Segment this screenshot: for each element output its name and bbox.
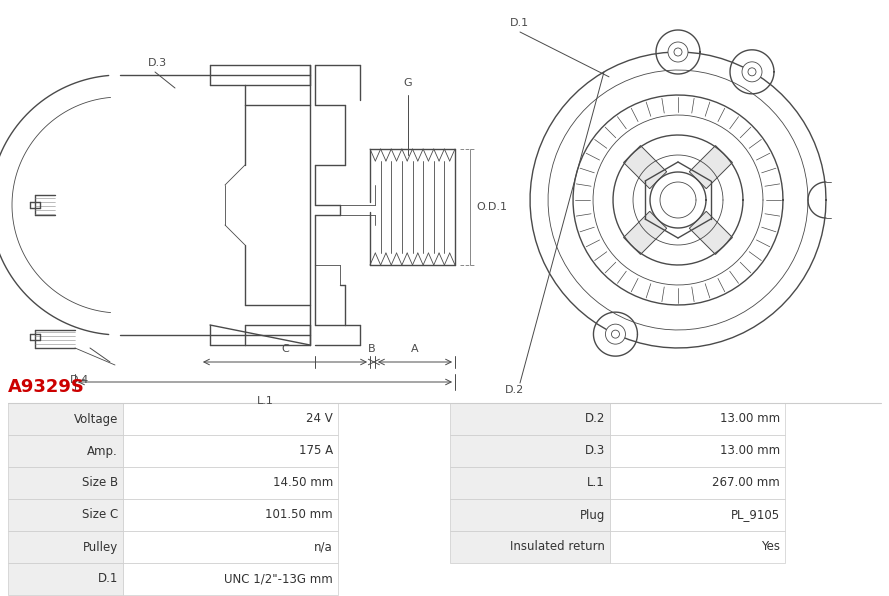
Text: L.1: L.1: [257, 396, 274, 406]
Text: Pulley: Pulley: [83, 541, 118, 554]
Text: 13.00 mm: 13.00 mm: [720, 445, 780, 458]
Text: Insulated return: Insulated return: [510, 541, 605, 554]
Text: PL_9105: PL_9105: [731, 508, 780, 522]
Text: 101.50 mm: 101.50 mm: [266, 508, 333, 522]
Text: Voltage: Voltage: [74, 412, 118, 426]
Text: 267.00 mm: 267.00 mm: [712, 476, 780, 489]
Bar: [610, 403, 785, 435]
Text: D.4: D.4: [70, 375, 89, 385]
Polygon shape: [689, 145, 733, 189]
Text: Amp.: Amp.: [87, 445, 118, 458]
Text: D.2: D.2: [585, 412, 605, 426]
Text: Plug: Plug: [580, 508, 605, 522]
Circle shape: [742, 62, 762, 82]
Text: 14.50 mm: 14.50 mm: [273, 476, 333, 489]
Bar: [610, 531, 785, 563]
Text: A9329S: A9329S: [8, 378, 84, 396]
Bar: [8, 403, 123, 435]
Text: UNC 1/2"-13G mm: UNC 1/2"-13G mm: [224, 573, 333, 585]
Circle shape: [612, 330, 620, 338]
Bar: [123, 467, 338, 499]
Circle shape: [605, 324, 626, 344]
Bar: [8, 467, 123, 499]
Text: Size C: Size C: [82, 508, 118, 522]
Bar: [123, 403, 338, 435]
Text: B: B: [368, 344, 376, 354]
Polygon shape: [689, 212, 733, 254]
Bar: [8, 435, 123, 467]
Text: 175 A: 175 A: [299, 445, 333, 458]
Text: D.2: D.2: [505, 385, 525, 395]
Bar: [450, 435, 610, 467]
Text: L.1: L.1: [588, 476, 605, 489]
Text: A: A: [412, 344, 419, 354]
Circle shape: [674, 48, 682, 56]
Text: Size B: Size B: [82, 476, 118, 489]
Text: G: G: [404, 78, 412, 88]
Circle shape: [748, 68, 756, 76]
Circle shape: [668, 42, 688, 62]
Bar: [123, 531, 338, 563]
Text: C: C: [281, 344, 289, 354]
Bar: [610, 499, 785, 531]
Bar: [8, 531, 123, 563]
Text: D.3: D.3: [148, 58, 167, 68]
Text: 13.00 mm: 13.00 mm: [720, 412, 780, 426]
Bar: [450, 499, 610, 531]
Bar: [610, 435, 785, 467]
Bar: [123, 435, 338, 467]
Text: Yes: Yes: [761, 541, 780, 554]
Text: n/a: n/a: [314, 541, 333, 554]
Text: O.D.1: O.D.1: [476, 202, 507, 212]
Bar: [8, 563, 123, 595]
Text: D.1: D.1: [510, 18, 529, 28]
Text: D.1: D.1: [98, 573, 118, 585]
Bar: [610, 467, 785, 499]
Bar: [123, 499, 338, 531]
Bar: [8, 499, 123, 531]
Bar: [123, 563, 338, 595]
Text: 24 V: 24 V: [306, 412, 333, 426]
Polygon shape: [623, 145, 667, 189]
Bar: [450, 403, 610, 435]
Text: D.3: D.3: [585, 445, 605, 458]
Polygon shape: [623, 212, 667, 254]
Bar: [450, 467, 610, 499]
Bar: [450, 531, 610, 563]
